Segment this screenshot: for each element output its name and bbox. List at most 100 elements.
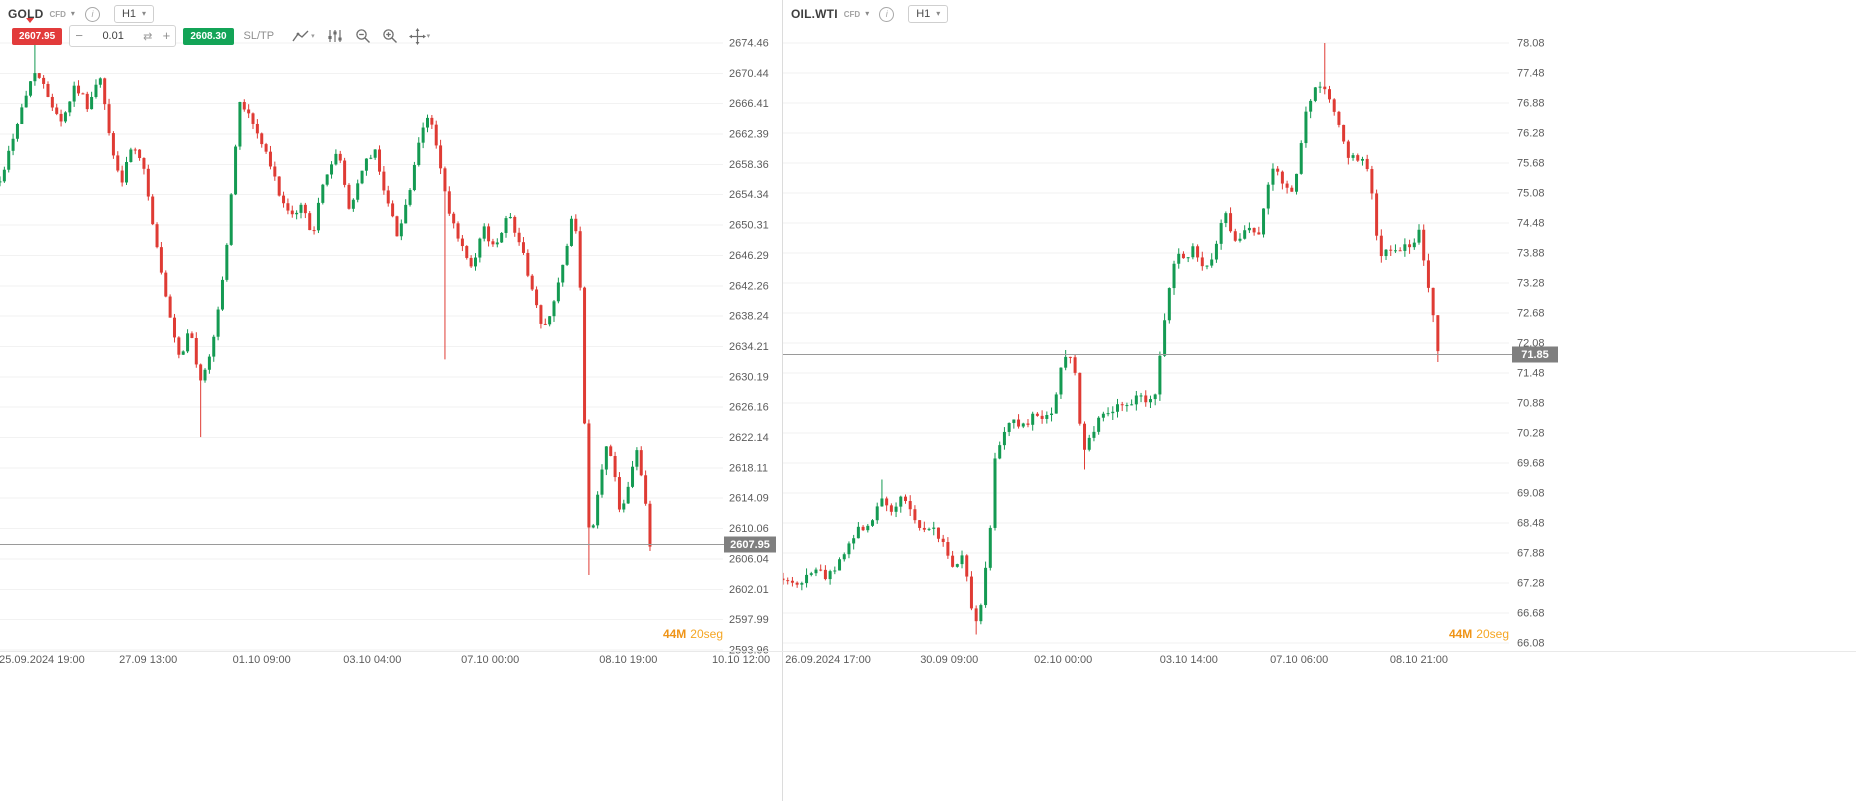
- timeframe-label: H1: [121, 8, 136, 20]
- grid-lines: [0, 42, 723, 651]
- svg-text:30.09 09:00: 30.09 09:00: [920, 654, 978, 666]
- trendline-caret-icon: ▾: [311, 33, 315, 40]
- time-axis[interactable]: 25.09.2024 19:00 27.09 13:00 01.10 09:00 03…: [0, 654, 770, 666]
- svg-text:03.10 14:00: 03.10 14:00: [1160, 654, 1218, 666]
- gold-chart-header: GOLD CFD ▾ i H1 ▾: [8, 5, 155, 23]
- svg-text:69.08: 69.08: [1517, 488, 1545, 500]
- volume-decrease-button[interactable]: −: [75, 28, 83, 43]
- chevron-down-icon: ▾: [936, 9, 941, 18]
- svg-text:73.88: 73.88: [1517, 248, 1545, 260]
- grid-lines: [783, 42, 1509, 644]
- svg-text:2618.11: 2618.11: [729, 462, 768, 474]
- svg-text:74.48: 74.48: [1517, 218, 1545, 230]
- volume-stepper: − 0.01 ⇄ +: [69, 25, 177, 47]
- instrument-type-label: CFD: [49, 9, 66, 19]
- volume-increase-button[interactable]: +: [162, 28, 171, 43]
- svg-text:02.10 00:00: 02.10 00:00: [1034, 654, 1092, 666]
- svg-text:2610.06: 2610.06: [729, 523, 769, 535]
- candlestick-series: [0, 43, 652, 576]
- svg-text:66.68: 66.68: [1517, 608, 1545, 620]
- svg-text:2597.99: 2597.99: [729, 614, 769, 626]
- svg-text:2658.36: 2658.36: [729, 159, 769, 171]
- price-axis[interactable]: 2674.46 2670.44 2666.41 2662.39 2658.36 2654.…: [729, 38, 769, 657]
- symbol-label: GOLD: [8, 7, 44, 21]
- sell-price-badge[interactable]: 2607.95: [12, 27, 63, 45]
- svg-text:10.10 12:00: 10.10 12:00: [712, 654, 770, 666]
- chevron-down-icon: ▾: [142, 9, 147, 18]
- trendline-tool-button[interactable]: ▾: [292, 29, 315, 44]
- svg-text:72.68: 72.68: [1517, 308, 1545, 320]
- volume-sync-icon[interactable]: ⇄: [143, 30, 153, 43]
- svg-text:07.10 06:00: 07.10 06:00: [1270, 654, 1328, 666]
- current-price-badge: [1512, 346, 1558, 363]
- info-icon[interactable]: i: [84, 6, 100, 22]
- chart-panel-gold: 2674.46 2670.44 2666.41 2662.39 2658.36 2654.…: [0, 0, 783, 801]
- svg-text:2642.26: 2642.26: [729, 280, 769, 292]
- svg-text:78.08: 78.08: [1517, 38, 1545, 50]
- svg-text:2634.21: 2634.21: [729, 341, 769, 353]
- svg-text:75.68: 75.68: [1517, 158, 1545, 170]
- svg-text:26.09.2024 17:00: 26.09.2024 17:00: [785, 654, 871, 666]
- svg-text:2626.16: 2626.16: [729, 402, 769, 414]
- svg-text:2602.01: 2602.01: [729, 584, 769, 596]
- zoom-in-button[interactable]: [382, 28, 398, 44]
- svg-text:2662.39: 2662.39: [729, 129, 769, 141]
- pan-arrows-icon: [408, 27, 426, 45]
- price-axis[interactable]: 78.08 77.48 76.88 76.28 75.68 75.08 74.48 73.88…: [1517, 38, 1545, 650]
- oil-candlestick-chart[interactable]: 78.08 77.48 76.88 76.28 75.68 75.08 74.48 73.88…: [783, 0, 1856, 801]
- indicators-button[interactable]: [326, 28, 344, 44]
- svg-text:2670.44: 2670.44: [729, 68, 769, 80]
- pan-tool-button[interactable]: ▾: [408, 27, 431, 45]
- gold-trade-bar: 2607.95 − 0.01 ⇄ + 2608.30 SL/TP ▾: [12, 25, 430, 47]
- svg-text:76.88: 76.88: [1517, 98, 1545, 110]
- timeframe-select[interactable]: H1 ▾: [113, 5, 155, 23]
- pan-caret-icon: ▾: [426, 33, 431, 40]
- instrument-type-label: CFD: [843, 9, 861, 19]
- svg-text:67.88: 67.88: [1517, 548, 1545, 560]
- svg-text:2606.04: 2606.04: [729, 553, 769, 565]
- svg-text:2614.09: 2614.09: [729, 493, 769, 505]
- chart-toolbar: ▾: [292, 27, 431, 45]
- symbol-label: OIL.WTI: [791, 7, 838, 21]
- svg-text:2650.31: 2650.31: [729, 220, 769, 232]
- svg-text:25.09.2024 19:00: 25.09.2024 19:00: [0, 654, 85, 666]
- svg-text:68.48: 68.48: [1517, 518, 1545, 530]
- zoom-out-button[interactable]: [355, 28, 371, 44]
- volume-value[interactable]: 0.01: [102, 30, 124, 42]
- svg-text:66.08: 66.08: [1517, 638, 1545, 650]
- current-price-badge-label: 2607.95: [730, 539, 770, 551]
- current-price-badge: [724, 536, 776, 553]
- svg-text:2593.96: 2593.96: [729, 645, 769, 657]
- svg-text:71.48: 71.48: [1517, 368, 1545, 380]
- svg-text:01.10 09:00: 01.10 09:00: [233, 654, 291, 666]
- svg-text:70.28: 70.28: [1517, 428, 1545, 440]
- svg-text:2638.24: 2638.24: [729, 311, 769, 323]
- svg-text:2674.46: 2674.46: [729, 38, 769, 50]
- svg-text:73.28: 73.28: [1517, 278, 1545, 290]
- time-axis[interactable]: 26.09.2024 17:00 30.09 09:00 02.10 00:00 03…: [785, 654, 1448, 666]
- current-price-badge-label: 71.85: [1521, 349, 1549, 361]
- gold-candlestick-chart[interactable]: 2674.46 2670.44 2666.41 2662.39 2658.36 2654.…: [0, 0, 783, 801]
- sltp-button[interactable]: SL/TP: [243, 30, 275, 42]
- svg-text:2646.29: 2646.29: [729, 250, 769, 262]
- timeframe-select[interactable]: H1 ▾: [908, 5, 949, 23]
- svg-text:2654.34: 2654.34: [729, 189, 769, 201]
- zoom-out-icon: [355, 29, 370, 43]
- svg-text:67.28: 67.28: [1517, 578, 1545, 590]
- candlestick-series: [783, 43, 1440, 635]
- symbol-dropdown-icon[interactable]: ▾: [70, 9, 75, 18]
- trendline-icon: [292, 30, 309, 41]
- svg-text:75.08: 75.08: [1517, 188, 1545, 200]
- indicators-icon: [328, 30, 342, 42]
- svg-text:76.28: 76.28: [1517, 128, 1545, 140]
- oil-chart-header: OIL.WTI CFD ▾ i H1 ▾: [791, 5, 949, 23]
- info-icon[interactable]: i: [879, 6, 895, 22]
- buy-price-badge[interactable]: 2608.30: [183, 27, 234, 45]
- svg-text:69.68: 69.68: [1517, 458, 1545, 470]
- sell-marker-icon: [26, 18, 34, 23]
- svg-text:07.10 00:00: 07.10 00:00: [461, 654, 519, 666]
- svg-text:08.10 19:00: 08.10 19:00: [599, 654, 657, 666]
- symbol-dropdown-icon[interactable]: ▾: [865, 9, 870, 18]
- chart-panel-oil: 78.08 77.48 76.88 76.28 75.68 75.08 74.48 73.88…: [783, 0, 1857, 801]
